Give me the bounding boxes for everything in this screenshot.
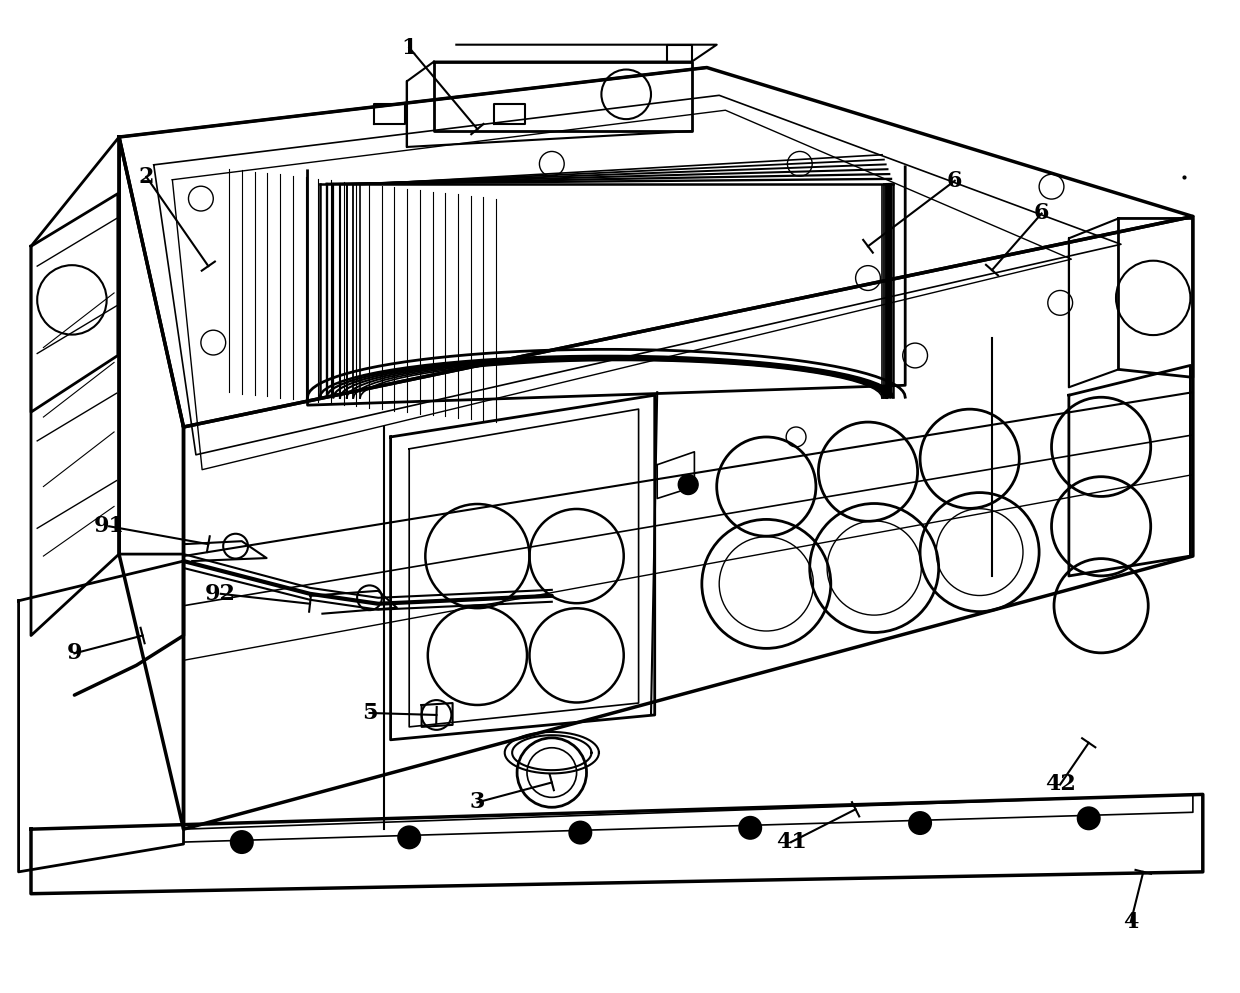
Text: 42: 42 (1045, 774, 1075, 795)
Circle shape (231, 831, 253, 853)
Text: 41: 41 (776, 831, 806, 853)
Circle shape (1078, 807, 1100, 829)
Circle shape (909, 812, 931, 834)
Text: 92: 92 (206, 583, 236, 605)
Circle shape (739, 816, 761, 839)
Text: 6: 6 (1034, 203, 1049, 224)
Circle shape (398, 826, 420, 849)
Circle shape (569, 821, 591, 844)
Circle shape (678, 475, 698, 495)
Text: 4: 4 (1123, 911, 1138, 932)
Text: 2: 2 (139, 166, 154, 188)
Text: 5: 5 (362, 702, 377, 724)
Text: 9: 9 (67, 642, 82, 664)
Text: 3: 3 (470, 791, 485, 813)
Text: 91: 91 (94, 515, 124, 537)
Text: 1: 1 (402, 37, 417, 59)
Text: 6: 6 (947, 170, 962, 192)
